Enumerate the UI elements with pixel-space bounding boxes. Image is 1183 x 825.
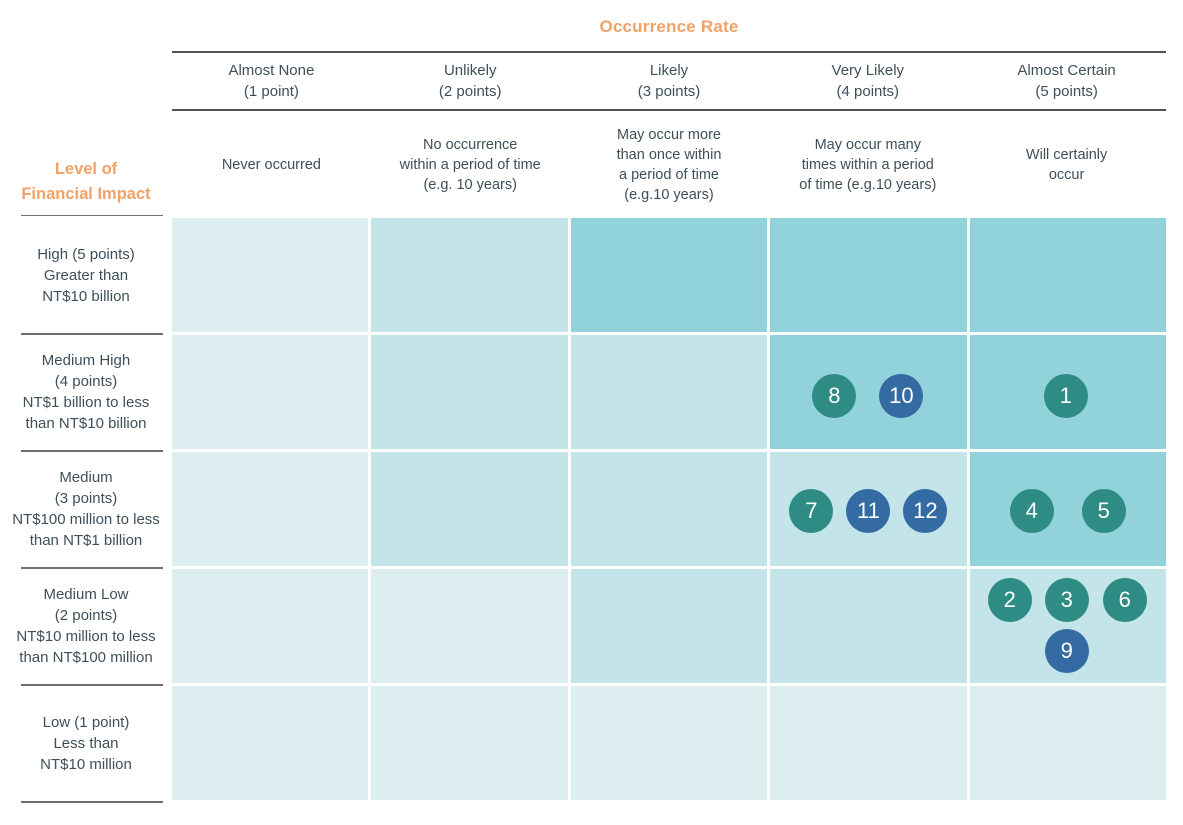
risk-marker-3: 3: [1044, 578, 1089, 622]
chart-title: Occurrence Rate: [599, 17, 739, 36]
risk-marker-6: 6: [1102, 578, 1147, 622]
column-header-row: Almost None (1 point) Unlikely (2 points…: [172, 53, 1166, 109]
matrix-cell-r4c4: [770, 569, 967, 683]
matrix-cell-r1c4: [770, 218, 967, 332]
matrix-cell-r1c1: [172, 218, 369, 332]
column-points: (3 points): [637, 83, 701, 100]
column-points: (5 points): [1035, 83, 1098, 100]
column-label: Very Likely: [831, 62, 905, 79]
column-header-almost-none: Almost None (1 point): [172, 53, 371, 109]
column-label: Unlikely: [443, 62, 497, 79]
risk-marker-4: 4: [1009, 489, 1054, 533]
row-label-low: Low (1 point) Less than NT$10 million: [0, 686, 172, 803]
risk-matrix-grid: [172, 218, 1166, 800]
column-description-very-likely: May occur many times within a period of …: [799, 136, 937, 193]
column-label: Almost None: [228, 62, 315, 79]
matrix-cell-r4c2: [371, 569, 568, 683]
matrix-cell-r3c2: [371, 452, 568, 566]
column-header-almost-certain: Almost Certain (5 points): [967, 53, 1166, 109]
column-description-almost-none: Never occurred: [221, 156, 321, 173]
column-points: (1 point): [243, 83, 299, 100]
risk-marker-2: 2: [987, 578, 1032, 622]
column-label: Likely: [649, 62, 689, 79]
matrix-cell-r3c5: [969, 452, 1166, 566]
matrix-cell-r1c3: [570, 218, 768, 332]
risk-marker-5: 5: [1081, 489, 1126, 533]
matrix-cell-r5c1: [172, 686, 369, 800]
risk-marker-7: 7: [789, 489, 834, 533]
matrix-cell-r4c1: [172, 569, 369, 683]
row-label-medium-low: Medium Low (2 points) NT$10 million to l…: [0, 569, 172, 686]
matrix-cell-r4c3: [570, 569, 768, 683]
column-description-almost-certain: Will certainly occur: [1025, 146, 1108, 183]
matrix-cell-r2c2: [371, 335, 568, 449]
matrix-cell-r5c4: [770, 686, 967, 800]
column-label: Almost Certain: [1017, 62, 1116, 79]
matrix-cell-r1c2: [371, 218, 568, 332]
risk-marker-9: 9: [1044, 629, 1089, 673]
column-description-row: Never occurred No occurrence within a pe…: [172, 111, 1166, 218]
column-points: (2 points): [438, 83, 502, 100]
matrix-cell-r2c1: [172, 335, 369, 449]
matrix-cell-r3c3: [570, 452, 768, 566]
row-label-medium: Medium (3 points) NT$100 million to less…: [0, 452, 172, 569]
row-label-medium-high: Medium High (4 points) NT$1 billion to l…: [0, 335, 172, 452]
column-header-likely: Likely (3 points): [570, 53, 769, 109]
impact-axis-title: Level of Financial Impact: [0, 148, 172, 216]
header-rule-bottom: [172, 109, 1166, 111]
matrix-cell-r5c3: [570, 686, 768, 800]
risk-marker-12: 12: [903, 489, 948, 533]
risk-marker-10: 10: [879, 374, 924, 418]
matrix-cell-r2c4: [770, 335, 967, 449]
column-header-unlikely: Unlikely (2 points): [371, 53, 570, 109]
risk-marker-1: 1: [1043, 374, 1088, 418]
column-description-likely: May occur more than once within a period…: [616, 126, 722, 203]
column-description-unlikely: No occurrence within a period of time (e…: [399, 136, 541, 193]
matrix-cell-r3c1: [172, 452, 369, 566]
matrix-cell-r5c5: [969, 686, 1166, 800]
column-header-very-likely: Very Likely (4 points): [768, 53, 967, 109]
matrix-cell-r5c2: [371, 686, 568, 800]
row-label-high: High (5 points) Greater than NT$10 billi…: [0, 218, 172, 335]
column-points: (4 points): [836, 83, 900, 100]
risk-marker-11: 11: [846, 489, 891, 533]
matrix-cell-r1c5: [969, 218, 1166, 332]
risk-marker-8: 8: [812, 374, 857, 418]
row-label-column: High (5 points) Greater than NT$10 billi…: [0, 218, 172, 803]
header-rule-top: [172, 51, 1166, 53]
risk-marker-layer: 8 10 1 7 11 12 4 5 2 3 6 9: [172, 218, 1166, 800]
matrix-cell-r2c3: [570, 335, 768, 449]
